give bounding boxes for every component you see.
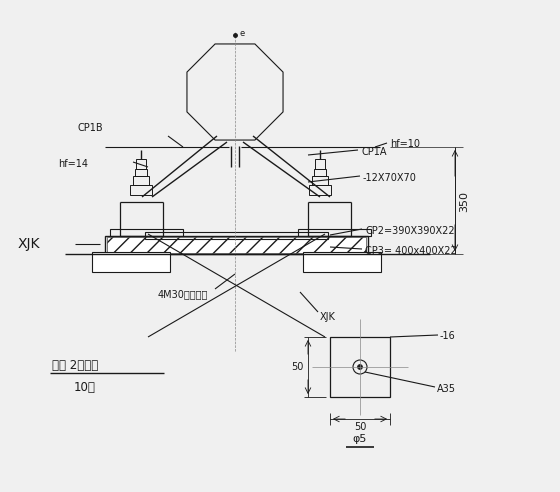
Bar — [135, 169, 147, 176]
Bar — [330, 337, 390, 397]
Text: XJK: XJK — [18, 237, 40, 251]
Text: -16: -16 — [440, 331, 456, 341]
Bar — [312, 176, 328, 185]
Text: CP3= 400x400X22: CP3= 400x400X22 — [365, 246, 457, 256]
Bar — [130, 185, 152, 195]
Text: hf=14: hf=14 — [58, 159, 88, 169]
Text: e: e — [240, 30, 245, 38]
Text: 10个: 10个 — [74, 381, 96, 394]
Text: 50: 50 — [354, 422, 366, 432]
Bar — [309, 185, 331, 195]
Bar — [107, 237, 366, 253]
Bar — [105, 236, 368, 254]
Text: 支座 2立面图: 支座 2立面图 — [52, 359, 98, 372]
Bar — [136, 159, 146, 169]
Bar — [92, 252, 170, 272]
Text: 50: 50 — [292, 362, 304, 372]
Text: 350: 350 — [459, 190, 469, 212]
Bar — [314, 169, 326, 176]
Text: 4M30粗制螺栓: 4M30粗制螺栓 — [158, 289, 208, 299]
Bar — [110, 229, 183, 236]
Text: -12X70X70: -12X70X70 — [363, 173, 417, 183]
Bar — [298, 229, 371, 236]
Text: CP2=390X390X22: CP2=390X390X22 — [365, 226, 455, 236]
Text: hf=10: hf=10 — [390, 139, 420, 149]
Bar — [315, 159, 325, 169]
Text: XJK: XJK — [320, 312, 336, 322]
Bar — [145, 232, 328, 239]
Text: A35: A35 — [437, 384, 456, 394]
Bar — [303, 252, 381, 272]
Bar — [133, 176, 149, 185]
Text: CP1B: CP1B — [78, 123, 104, 133]
Text: φ5: φ5 — [353, 434, 367, 444]
Circle shape — [357, 365, 362, 369]
Text: CP1A: CP1A — [361, 147, 386, 157]
